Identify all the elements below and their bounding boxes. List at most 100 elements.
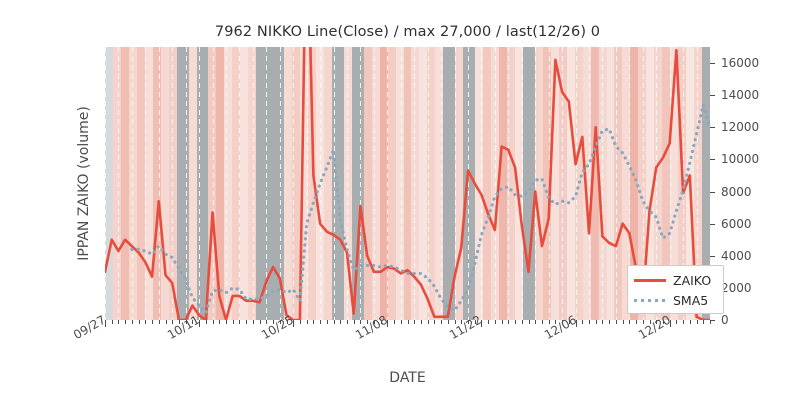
x-tick-minor	[252, 320, 254, 324]
gridline-vertical	[575, 47, 577, 320]
legend-item-zaiko[interactable]: ZAIKO	[634, 270, 717, 290]
y-tick	[710, 95, 715, 97]
y-axis-title: IPPAN ZAIKO (volume)	[76, 106, 92, 261]
background-band	[188, 47, 198, 320]
x-tick-minor	[414, 320, 416, 324]
x-tick-minor	[360, 320, 362, 324]
y-tick-label: 4000	[721, 248, 752, 263]
x-tick-minor	[649, 320, 651, 324]
gridline-vertical	[562, 47, 564, 320]
x-tick-minor	[642, 320, 644, 324]
gridline-vertical	[185, 47, 187, 320]
y-tick	[710, 320, 715, 321]
background-band	[590, 47, 600, 320]
legend-label-sma5: SMA5	[673, 292, 709, 308]
background-band	[323, 47, 333, 320]
gridline-vertical	[454, 47, 456, 320]
legend-item-sma5[interactable]: SMA5	[634, 290, 717, 310]
background-band	[670, 47, 679, 320]
x-tick-minor	[131, 320, 133, 324]
x-tick-minor	[420, 320, 422, 324]
x-tick-minor	[541, 320, 543, 324]
x-tick-minor	[602, 320, 604, 324]
background-band	[514, 47, 524, 320]
gridline-vertical	[131, 47, 133, 320]
x-tick-minor	[219, 320, 221, 324]
x-tick-minor	[212, 320, 214, 324]
x-tick-minor	[205, 320, 207, 324]
x-tick-major	[669, 320, 671, 327]
background-band	[435, 47, 444, 320]
background-band	[343, 47, 353, 320]
x-tick-minor	[320, 320, 322, 324]
x-axis-tick-labels: 09/27 10/11 10/25 11/08 11/22 12/06 12/20	[71, 313, 710, 370]
x-tick-minor	[582, 320, 584, 324]
y-tick	[710, 191, 715, 193]
background-band	[646, 47, 655, 320]
background-band	[224, 47, 233, 320]
background-band	[307, 47, 317, 320]
gridline-vertical	[535, 47, 537, 320]
background-band	[379, 47, 389, 320]
x-tick-minor	[172, 320, 174, 324]
y-tick-label: 12000	[721, 120, 760, 135]
x-tick-minor	[232, 320, 234, 324]
gridline-vertical	[158, 47, 160, 320]
gridline-vertical	[172, 47, 174, 320]
y-tick	[710, 159, 715, 161]
x-tick-minor	[615, 320, 617, 324]
x-tick-minor	[548, 320, 550, 324]
gridline-vertical	[266, 47, 268, 320]
gridline-vertical	[306, 47, 308, 320]
x-tick-minor	[158, 320, 160, 324]
gridline-vertical	[615, 47, 617, 320]
y-tick-label: 16000	[721, 56, 760, 71]
x-tick-minor	[192, 320, 194, 324]
x-tick-minor	[521, 320, 523, 324]
x-tick-major	[387, 320, 389, 327]
background-band	[152, 47, 162, 320]
gridline-vertical	[239, 47, 241, 320]
background-band	[630, 47, 639, 320]
gridline-vertical	[360, 47, 362, 320]
vertical-gridlines	[105, 47, 710, 320]
series-line-sma5	[130, 98, 710, 316]
y-tick-label: 2000	[721, 280, 752, 295]
background-band	[363, 47, 373, 320]
gridline-vertical	[320, 47, 322, 320]
x-tick-minor	[266, 320, 268, 324]
x-tick-minor	[165, 320, 167, 324]
background-band	[419, 47, 428, 320]
y-tick-label: 10000	[721, 152, 760, 167]
gridline-vertical	[468, 47, 469, 320]
gridline-vertical	[279, 47, 281, 320]
x-tick-minor	[246, 320, 248, 324]
x-tick-minor	[555, 320, 557, 324]
gridline-vertical	[696, 47, 698, 320]
x-tick-minor	[185, 320, 187, 324]
x-tick-minor	[394, 320, 396, 324]
background-band	[542, 47, 552, 320]
x-tick-minor	[279, 320, 281, 324]
x-tick-minor	[494, 320, 496, 324]
x-tick-minor	[629, 320, 631, 324]
gridline-vertical	[212, 47, 214, 320]
background-band	[606, 47, 616, 320]
legend[interactable]: ZAIKO SMA5	[627, 265, 724, 314]
x-tick-minor	[528, 320, 530, 324]
background-band	[499, 47, 508, 320]
gridline-vertical	[105, 47, 106, 320]
x-tick-major	[293, 320, 295, 327]
background-band	[387, 47, 397, 320]
background-band	[507, 47, 516, 320]
x-tick-minor	[353, 320, 355, 324]
gridline-vertical	[293, 47, 295, 320]
gridline-vertical	[441, 47, 443, 320]
y-tick	[710, 127, 715, 129]
background-band	[395, 47, 405, 320]
background-band	[475, 47, 484, 320]
x-tick-minor	[434, 320, 436, 324]
x-tick-minor	[515, 320, 517, 324]
background-band	[614, 47, 624, 320]
x-tick-minor	[118, 320, 120, 324]
